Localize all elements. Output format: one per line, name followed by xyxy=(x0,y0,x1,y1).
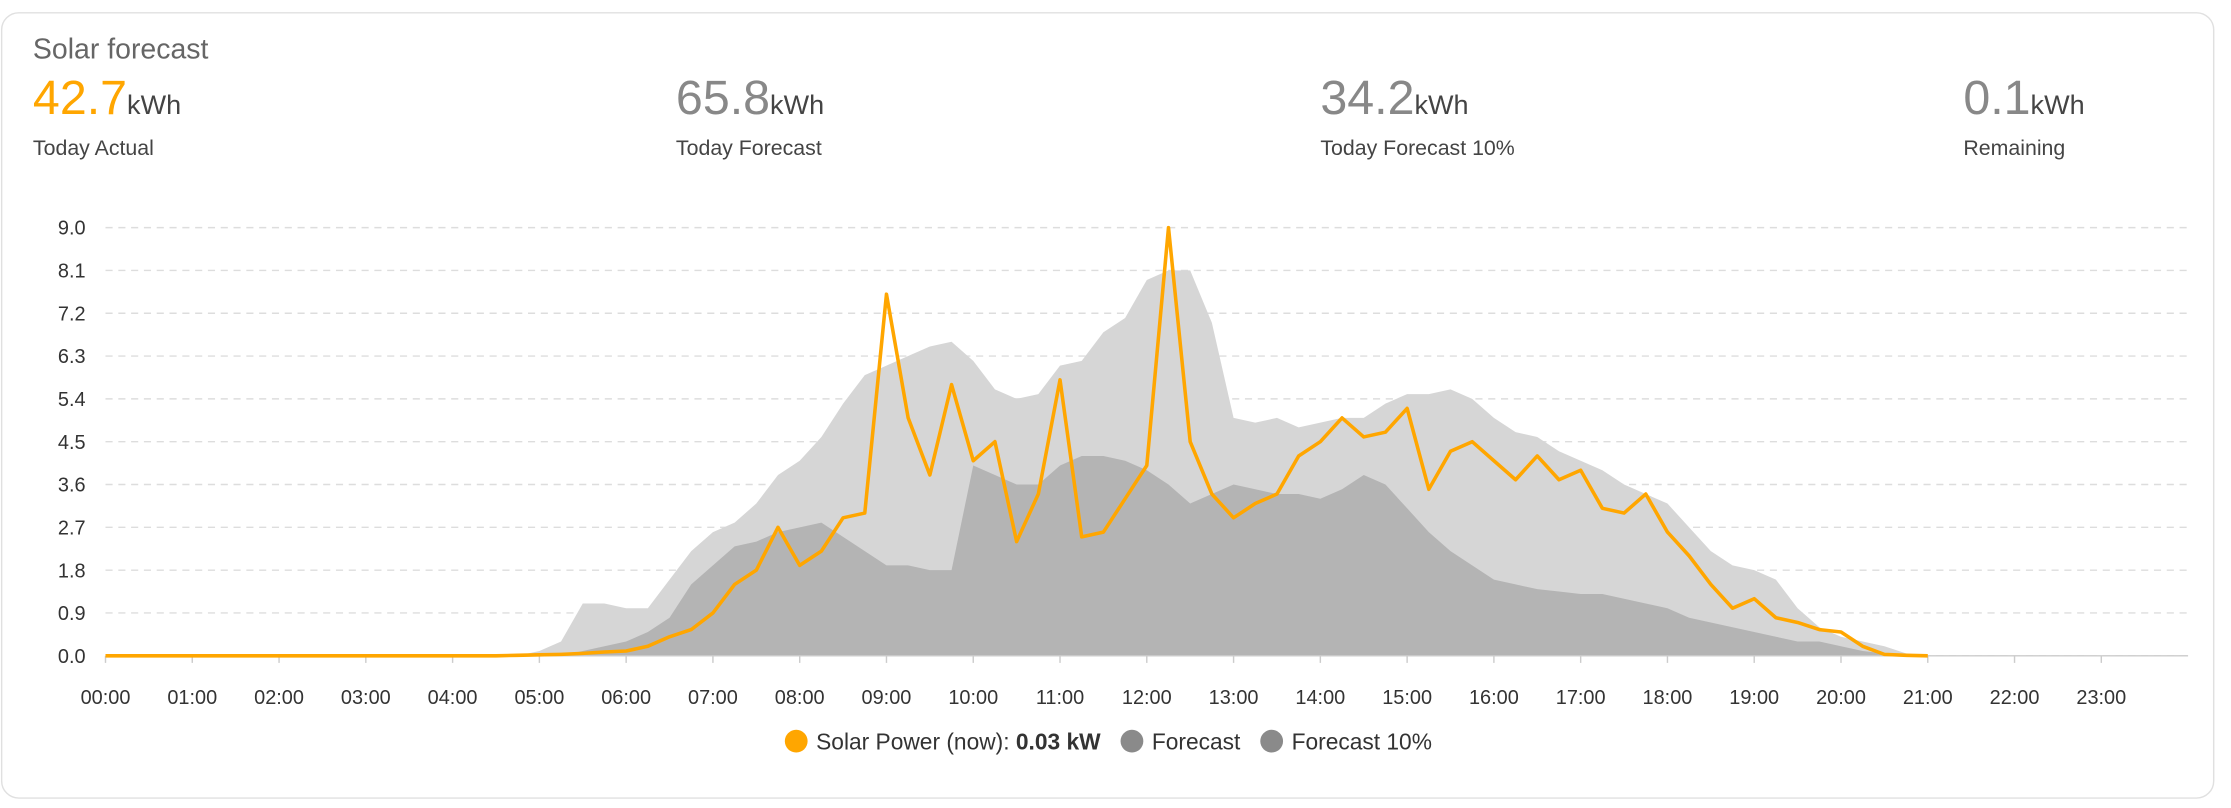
y-tick-label: 2.7 xyxy=(58,517,86,539)
legend-swatch xyxy=(1120,729,1144,753)
card-title: Solar forecast xyxy=(33,33,209,65)
stat-number: 42.7 xyxy=(33,71,127,125)
y-tick-label: 8.1 xyxy=(58,261,86,283)
legend-value: 0.03 kW xyxy=(1016,729,1101,755)
stat-label: Remaining xyxy=(1963,136,2065,160)
stat-value: 0.1kWh xyxy=(1963,71,2084,125)
stat-number: 34.2 xyxy=(1320,71,1414,125)
y-tick-label: 6.3 xyxy=(58,346,86,368)
stat-unit: kWh xyxy=(770,90,824,120)
stat-unit: kWh xyxy=(127,90,181,120)
x-tick-label: 18:00 xyxy=(1643,687,1693,709)
y-tick-label: 3.6 xyxy=(58,475,86,497)
x-tick-label: 10:00 xyxy=(948,687,998,709)
y-tick-label: 0.0 xyxy=(58,646,86,668)
x-tick-label: 03:00 xyxy=(341,687,391,709)
y-tick-label: 9.0 xyxy=(58,218,86,240)
x-tick-label: 00:00 xyxy=(81,687,131,709)
x-tick-label: 23:00 xyxy=(2076,687,2126,709)
legend-name: Forecast 10% xyxy=(1292,729,1432,755)
stat-value: 65.8kWh xyxy=(676,71,824,125)
stat-unit: kWh xyxy=(1414,90,1468,120)
legend-swatch xyxy=(784,729,808,753)
y-tick-label: 7.2 xyxy=(58,303,86,325)
legend-swatch xyxy=(1260,729,1284,753)
x-tick-label: 02:00 xyxy=(254,687,304,709)
legend-label: Forecast 10% xyxy=(1292,729,1432,755)
stat-label: Today Actual xyxy=(33,136,154,160)
x-tick-label: 14:00 xyxy=(1295,687,1345,709)
legend: Solar Power (now): 0.03 kW Forecast Foreca… xyxy=(784,729,1432,755)
x-tick-label: 19:00 xyxy=(1729,687,1779,709)
y-tick-label: 5.4 xyxy=(58,389,86,411)
x-tick-label: 06:00 xyxy=(601,687,651,709)
x-tick-label: 22:00 xyxy=(1990,687,2040,709)
stats: 42.7kWh Today Actual 65.8kWh Today Forec… xyxy=(33,71,2085,160)
x-tick-label: 04:00 xyxy=(428,687,478,709)
x-tick-label: 21:00 xyxy=(1903,687,1953,709)
stat-unit: kWh xyxy=(2031,90,2085,120)
actual-line xyxy=(105,225,1928,658)
legend-label: Forecast xyxy=(1152,729,1241,755)
x-tick-label: 12:00 xyxy=(1122,687,1172,709)
legend-label: Solar Power (now): 0.03 kW xyxy=(816,729,1101,755)
stat-number: 0.1 xyxy=(1963,71,2030,125)
x-tick-label: 20:00 xyxy=(1816,687,1866,709)
x-tick-label: 07:00 xyxy=(688,687,738,709)
stat-label: Today Forecast xyxy=(676,136,822,160)
stat-value: 34.2kWh xyxy=(1320,71,1468,125)
y-tick-label: 4.5 xyxy=(58,432,86,454)
x-tick-label: 16:00 xyxy=(1469,687,1519,709)
x-tick-label: 05:00 xyxy=(514,687,564,709)
legend-name: Forecast xyxy=(1152,729,1241,755)
forecast-area xyxy=(105,270,1928,656)
x-tick-label: 08:00 xyxy=(775,687,825,709)
x-tick-label: 15:00 xyxy=(1382,687,1432,709)
stat-number: 65.8 xyxy=(676,71,770,125)
legend-name: Solar Power (now): xyxy=(816,729,1009,755)
stat-label: Today Forecast 10% xyxy=(1320,136,1514,160)
x-tick-label: 01:00 xyxy=(167,687,217,709)
stat-value: 42.7kWh xyxy=(33,71,181,125)
plot: 0.0 0.9 1.8 2.7 3.6 4.5 5.4 6.3 7.2 8.1 9.0 00:00 01… xyxy=(58,218,2189,709)
x-tick-label: 09:00 xyxy=(862,687,912,709)
x-tick-label: 13:00 xyxy=(1209,687,1259,709)
forecast-area xyxy=(105,455,1928,656)
x-tick-label: 11:00 xyxy=(1036,687,1084,709)
x-tick-label: 17:00 xyxy=(1556,687,1606,709)
y-tick-label: 1.8 xyxy=(58,560,86,582)
y-tick-label: 0.9 xyxy=(58,603,86,625)
